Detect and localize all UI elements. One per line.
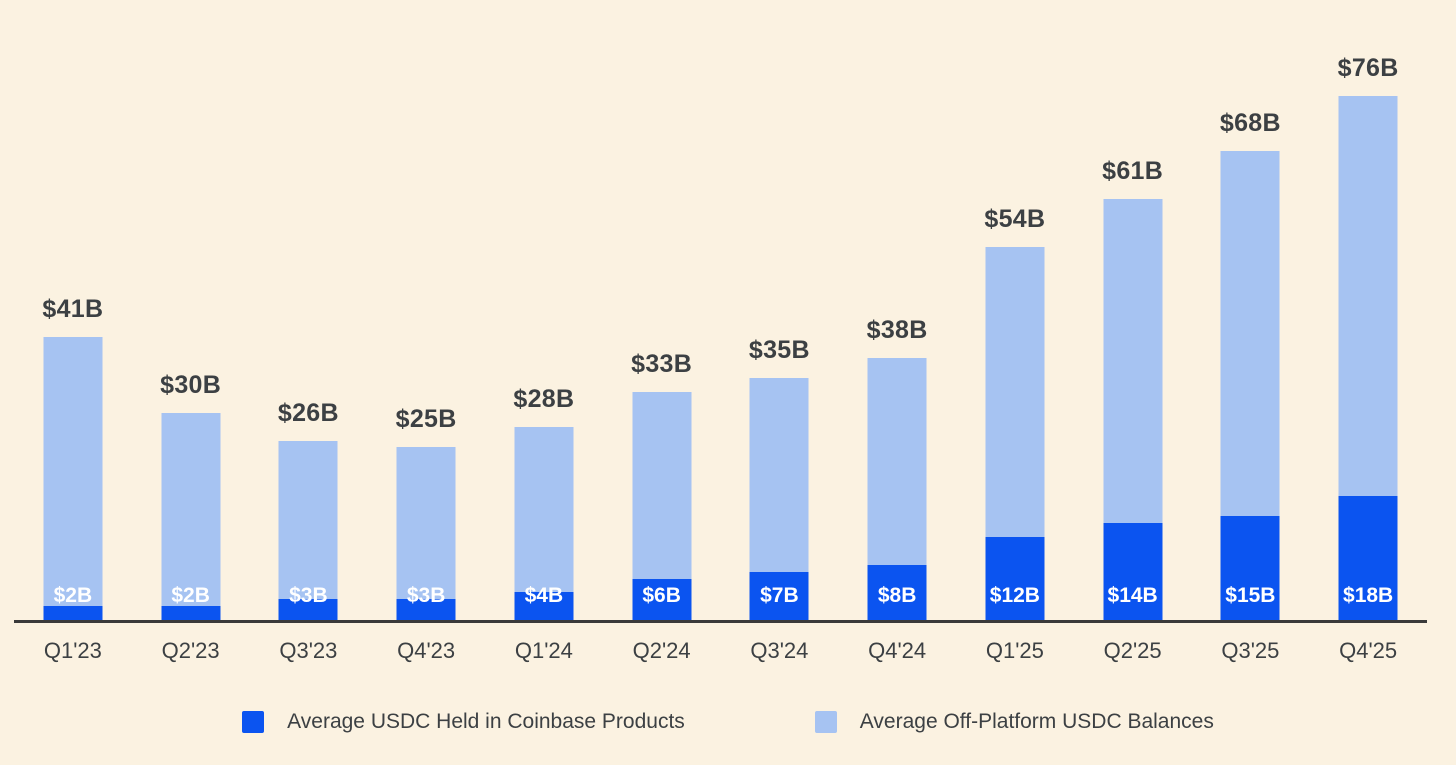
- total-value-label: $26B: [277, 399, 339, 427]
- bar-group: $35B $7B: [721, 0, 839, 620]
- x-axis-line: [14, 620, 1427, 623]
- x-tick-label: Q4'25: [1339, 638, 1398, 663]
- coinbase-value-label: $2B: [171, 584, 210, 607]
- x-tick-label: Q2'24: [632, 638, 691, 663]
- coinbase-value-label: $15B: [1225, 584, 1276, 607]
- stacked-bar: $2B: [43, 337, 103, 620]
- bar-group: $76B $18B: [1309, 0, 1427, 620]
- legend-swatch-icon: [814, 711, 837, 733]
- bar-group: $54B $12B: [956, 0, 1074, 620]
- total-value-label: $33B: [631, 350, 693, 378]
- coinbase-segment: [867, 565, 927, 620]
- bar-group: $26B $3B: [250, 0, 368, 620]
- legend-label: Average Off-Platform USDC Balances: [859, 710, 1214, 733]
- total-value-label: $41B: [42, 295, 104, 323]
- x-tick-label: Q1'25: [985, 638, 1044, 663]
- coinbase-value-label: $18B: [1343, 584, 1394, 607]
- stacked-bar: $14B: [1103, 199, 1163, 620]
- coinbase-value-label: $3B: [289, 584, 328, 607]
- total-value-label: $68B: [1219, 109, 1281, 137]
- legend-item-coinbase-products: Average USDC Held in Coinbase Products: [242, 710, 685, 734]
- off-platform-segment: [749, 378, 809, 572]
- off-platform-segment: [396, 447, 456, 599]
- coinbase-segment: [278, 599, 338, 620]
- off-platform-segment: [278, 441, 338, 599]
- coinbase-value-label: $8B: [877, 584, 917, 607]
- bar-group: $61B $14B: [1074, 0, 1192, 620]
- x-axis-labels: Q1'23 Q2'23 Q3'23 Q4'23 Q1'24 Q2'24 Q3'24 Q4'24…: [14, 638, 1427, 664]
- off-platform-segment: [1220, 151, 1280, 516]
- stacked-bar: $8B: [867, 358, 927, 620]
- legend-item-off-platform: Average Off-Platform USDC Balances: [814, 710, 1214, 734]
- total-value-label: $25B: [395, 405, 457, 433]
- bar-group: $25B $3B: [367, 0, 485, 620]
- plot-area: $41B $2B $30B $2B $26B $3B $25B $3B $28B $4B $33B $…: [14, 0, 1427, 620]
- stacked-bar: $12B: [985, 247, 1045, 620]
- bar-group: $41B $2B: [14, 0, 132, 620]
- stacked-bar: $6B: [632, 392, 692, 620]
- coinbase-segment: [514, 592, 574, 620]
- coinbase-value-label: $6B: [642, 584, 681, 607]
- coinbase-segment: [161, 606, 221, 620]
- legend-label: Average USDC Held in Coinbase Products: [287, 710, 685, 733]
- coinbase-segment: [1338, 496, 1398, 620]
- off-platform-segment: [985, 247, 1045, 537]
- total-value-label: $30B: [160, 371, 222, 399]
- stacked-bar: $18B: [1338, 96, 1398, 620]
- coinbase-value-label: $3B: [406, 584, 446, 607]
- coinbase-segment: [1220, 516, 1280, 620]
- stacked-bar: $15B: [1220, 151, 1280, 620]
- x-tick-label: Q3'23: [279, 638, 338, 663]
- coinbase-segment: [749, 572, 809, 620]
- x-tick-label: Q3'24: [750, 638, 809, 663]
- coinbase-value-label: $12B: [989, 584, 1040, 607]
- off-platform-segment: [161, 413, 221, 606]
- total-value-label: $38B: [866, 316, 928, 344]
- coinbase-segment: [985, 537, 1045, 620]
- coinbase-value-label: $14B: [1107, 584, 1158, 607]
- total-value-label: $35B: [748, 336, 810, 364]
- x-tick-label: Q4'23: [397, 638, 456, 663]
- off-platform-segment: [632, 392, 692, 579]
- x-tick-label: Q4'24: [868, 638, 927, 663]
- coinbase-value-label: $7B: [760, 584, 799, 607]
- stacked-bar: $4B: [514, 427, 574, 620]
- legend-swatch-icon: [242, 711, 265, 733]
- stacked-bar: $7B: [749, 378, 809, 620]
- off-platform-segment: [1338, 96, 1398, 496]
- coinbase-segment: [632, 579, 692, 620]
- bar-group: $28B $4B: [485, 0, 603, 620]
- coinbase-segment: [43, 606, 103, 620]
- stacked-bar: $3B: [396, 447, 456, 620]
- bar-group: $30B $2B: [132, 0, 250, 620]
- bar-group: $68B $15B: [1192, 0, 1310, 620]
- x-tick-label: Q1'24: [514, 638, 573, 663]
- stacked-bar: $3B: [278, 441, 338, 620]
- x-tick-label: Q2'23: [161, 638, 220, 663]
- total-value-label: $61B: [1102, 157, 1164, 185]
- total-value-label: $54B: [984, 205, 1046, 233]
- off-platform-segment: [1103, 199, 1163, 523]
- total-value-label: $28B: [513, 385, 575, 413]
- off-platform-segment: [43, 337, 103, 606]
- x-tick-label: Q3'25: [1221, 638, 1280, 663]
- coinbase-value-label: $2B: [53, 584, 93, 607]
- bar-group: $33B $6B: [603, 0, 721, 620]
- coinbase-segment: [396, 599, 456, 620]
- coinbase-segment: [1103, 523, 1163, 620]
- bars-row: $41B $2B $30B $2B $26B $3B $25B $3B $28B $4B $33B $…: [14, 0, 1427, 620]
- x-tick-label: Q1'23: [43, 638, 102, 663]
- total-value-label: $76B: [1337, 54, 1399, 82]
- off-platform-segment: [867, 358, 927, 565]
- stacked-bar: $2B: [161, 413, 221, 620]
- off-platform-segment: [514, 427, 574, 592]
- coinbase-value-label: $4B: [524, 584, 564, 607]
- legend: Average USDC Held in Coinbase Products Av…: [0, 710, 1456, 734]
- x-tick-label: Q2'25: [1103, 638, 1162, 663]
- bar-group: $38B $8B: [838, 0, 956, 620]
